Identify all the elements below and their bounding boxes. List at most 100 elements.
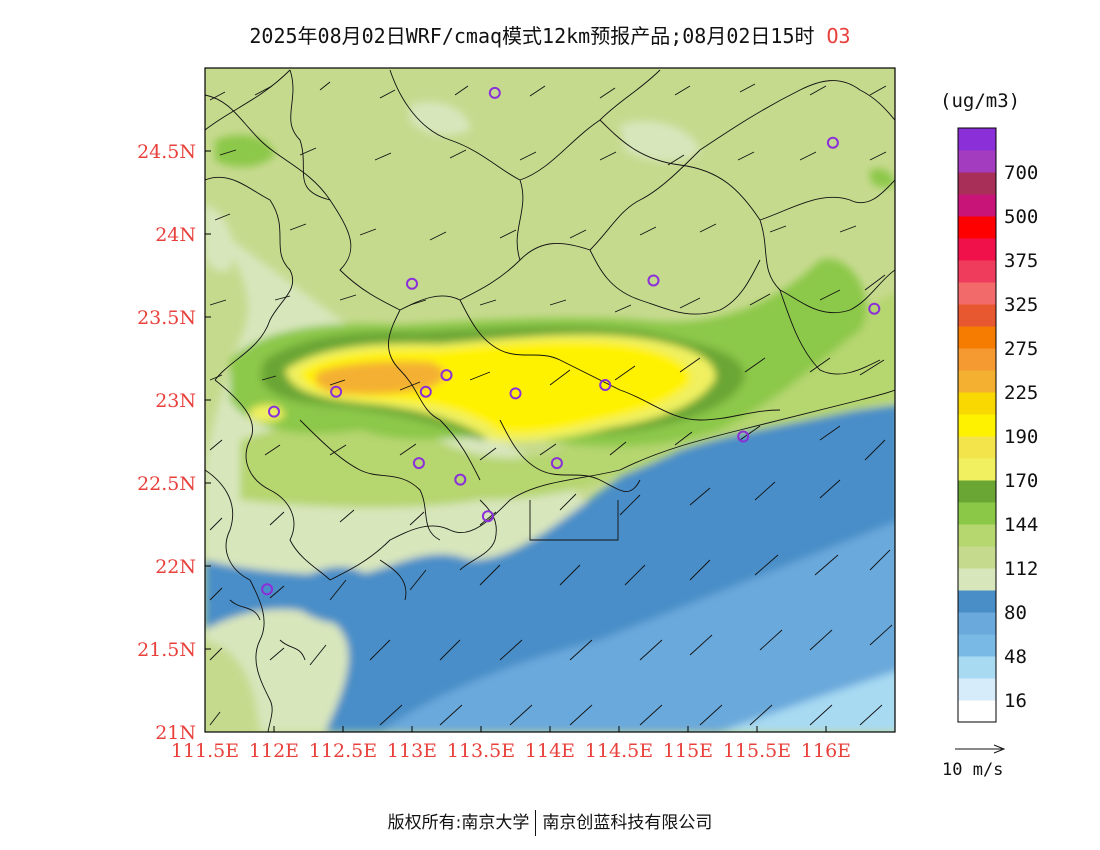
colorbar-bin [958,150,996,173]
y-tick-label: 21.5N [137,639,196,661]
station-marker [868,302,881,315]
colorbar-bin [958,172,996,195]
colorbar-label: 16 [1004,690,1027,712]
colorbar-bin [958,128,996,151]
station-marker [440,369,453,382]
colorbar: 16 48 80 112 144 170 190 225 275 325 375 500 700 [957,127,1038,723]
y-axis: 21N 21.5N 22N 22.5N 23N 23.5N 24N 24.5N [137,141,211,744]
x-tick-label: 113.5E [447,740,515,762]
x-tick-label: 116E [801,740,851,762]
field-sea-lowest [720,671,895,732]
colorbar-label: 48 [1004,646,1027,668]
x-tick-label: 112.5E [309,740,377,762]
station-marker [481,510,494,523]
footer-right: 南京创蓝科技有限公司 [542,813,713,833]
station-marker [412,457,425,470]
y-tick-label: 24N [155,224,196,246]
station-marker [488,86,501,99]
station-marker [406,277,418,290]
colorbar-bin [958,414,996,437]
colorbar-unit: (ug/m3) [940,90,1021,112]
colorbar-label: 80 [1004,602,1027,624]
station-marker [509,387,522,400]
colorbar-bin [958,238,996,261]
colorbar-bin [958,546,996,569]
colorbar-label: 325 [1004,294,1038,316]
field-ne-patch [870,168,895,188]
y-tick-label: 23N [155,390,196,412]
x-tick-label: 111.5E [171,740,239,762]
y-tick-label: 24.5N [137,141,196,163]
field-bay [300,566,385,624]
colorbar-bin [958,304,996,327]
colorbar-bin [958,524,996,547]
colorbar-label: 700 [1004,162,1038,184]
colorbar-bin [958,260,996,283]
footer-left: 版权所有:南京大学 [387,813,530,833]
y-tick-label: 22N [155,556,196,578]
colorbar-label: 144 [1004,514,1038,536]
station-marker [599,379,612,392]
chart-title: 2025年08月02日WRF/cmaq模式12km预报产品;08月02日15时 O… [0,20,1100,49]
field-north-low-2 [410,101,470,136]
colorbar-bin [958,216,996,239]
station-marker [261,583,274,596]
colorbar-bin [958,436,996,459]
title-main: 2025年08月02日WRF/cmaq模式12km预报产品;08月02日15时 [249,24,815,48]
colorbar-bin [958,612,996,635]
field-small-west [250,404,285,423]
station-marker [550,457,563,470]
colorbar-bin [958,348,996,371]
colorbar-bin [958,282,996,305]
wind-vectors [209,81,893,726]
field-north-low [620,121,700,162]
title-variable: O3 [826,24,851,48]
colorbar-label: 500 [1004,206,1038,228]
x-tick-label: 115.5E [723,740,791,762]
colorbar-label: 275 [1004,338,1038,360]
field-112-144-south [240,292,895,508]
station-marker [737,430,750,443]
station-marker [454,473,467,486]
y-tick-label: 23.5N [137,307,196,329]
colorbar-bin [958,678,996,701]
colorbar-label: 190 [1004,426,1038,448]
station-marker [268,405,280,418]
x-tick-label: 114.5E [585,740,653,762]
field-nw-patch [215,135,275,167]
x-axis: 111.5E 112E 112.5E 113E 113.5E 114E 114.5E 115E… [171,726,851,762]
colorbar-bin [958,568,996,591]
field-sea-lower [380,522,895,732]
boundaries [205,69,895,732]
colorbar-label: 112 [1004,558,1038,580]
monitoring-stations [261,86,881,596]
station-marker [330,385,343,398]
station-marker [826,136,839,149]
colorbar-bin [958,502,996,525]
x-tick-label: 114E [525,740,575,762]
footer-separator [535,810,537,836]
wind-reference-label: 10 m/s [942,760,1004,780]
colorbar-bin [958,370,996,393]
x-tick-label: 113E [387,740,437,762]
station-marker [647,274,660,287]
field-west-low [205,205,234,272]
colorbar-bin [958,634,996,657]
ozone-field [205,68,895,732]
station-marker [419,385,432,398]
colorbar-bin [958,590,996,613]
y-tick-label: 22.5N [137,473,196,495]
colorbar-bin [958,194,996,217]
field-sw-corner [205,640,260,732]
x-tick-label: 112E [249,740,299,762]
colorbar-label: 225 [1004,382,1038,404]
colorbar-label: 375 [1004,250,1038,272]
colorbar-bin [958,458,996,481]
y-tick-label: 21N [155,722,196,744]
wind-reference-arrow [955,744,1006,754]
colorbar-bin [958,480,996,503]
x-tick-label: 115E [663,740,713,762]
colorbar-bin [958,700,996,723]
colorbar-bin [958,326,996,349]
